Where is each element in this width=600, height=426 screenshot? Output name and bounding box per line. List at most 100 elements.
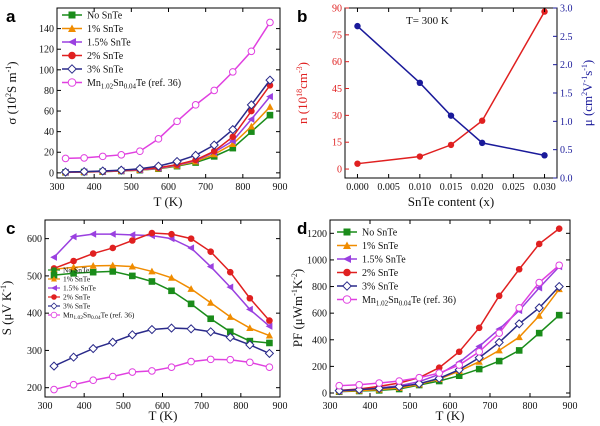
data-point-2-snte	[168, 230, 175, 238]
data-point-1-snte	[226, 313, 234, 320]
y-tick-label: 0	[49, 168, 54, 179]
data-point-3-snte	[49, 361, 59, 371]
ticks-d: 300 400 500 600 700 800 900 0 200 400 600 800 1000 12…	[307, 220, 578, 412]
data-point-3-snte	[534, 303, 544, 313]
x-tick-label: 400	[77, 401, 92, 412]
data-point-1-5-snte	[265, 322, 273, 330]
data-point-1-5-snte	[206, 262, 214, 271]
x-tick-label: 900	[273, 182, 288, 193]
legend-item-no-snte: No SnTe	[48, 266, 90, 275]
data-point-n	[354, 160, 361, 167]
data-point-mn1-02sn0-04te-ref-36	[415, 373, 424, 382]
y-tick-label-left: 0	[337, 165, 342, 176]
y-tick-label: 800	[312, 282, 327, 293]
data-point-3-snte	[228, 124, 238, 135]
data-point-2-snte	[70, 257, 77, 265]
series-line-1-5-snte	[65, 96, 271, 173]
data-point-1-snte	[266, 103, 274, 110]
data-point-no-snte	[535, 329, 543, 337]
x-tick-label: 0.025	[502, 182, 525, 193]
series-group-a	[60, 18, 275, 177]
data-point-2-snte	[555, 225, 563, 232]
data-point-1-5-snte	[187, 244, 195, 252]
legend-item-no-snte: No SnTe	[337, 228, 398, 239]
x-tick-label: 800	[235, 182, 250, 193]
data-point-1-snte	[187, 285, 195, 292]
series-group-b	[354, 8, 548, 167]
data-point-mn1-02sn0-04te-ref-36	[246, 358, 254, 367]
data-point-3-snte	[225, 332, 235, 343]
data-point-2-snte	[129, 237, 136, 244]
series-line-2-snte	[339, 228, 560, 392]
data-point-3-snte	[245, 340, 255, 350]
series-line-1-snte	[53, 264, 270, 337]
y-tick-label: 600	[27, 234, 42, 245]
y-tick-label: 40	[44, 127, 54, 138]
x-tick-label: 500	[403, 401, 418, 412]
x-tick-label: 700	[198, 182, 213, 193]
data-point-3-snte	[394, 381, 404, 392]
legend-item-3pct-snte: 3% SnTe	[62, 64, 124, 76]
data-point-3-snte	[68, 352, 79, 362]
y-tick-label: 120	[39, 45, 54, 56]
y-tick-label-right: 0.5	[560, 145, 573, 156]
data-point-mn1-02sn0-04te-ref-36	[89, 376, 97, 385]
data-point-2-snte	[246, 294, 254, 302]
data-point-3-snte	[264, 348, 275, 359]
x-tick-label: 0.015	[440, 182, 463, 193]
y-tick-label: 1000	[307, 255, 327, 266]
data-point-1-snte	[265, 331, 274, 339]
x-tick-label: 0.010	[409, 182, 432, 193]
data-point-mn1-02sn0-04te-ref-36	[173, 117, 181, 126]
x-tick-label: 0.030	[533, 182, 556, 193]
ylabel-b-left: n (1018cm-3)	[295, 62, 310, 124]
data-point-	[416, 79, 424, 87]
data-point-1-snte	[229, 140, 237, 147]
ticks-a: 300 400 500 600 700 800 900 0 20 40 60 80 100 120 140	[39, 8, 288, 193]
y-tick-label: 500	[27, 271, 42, 282]
y-tick-label: 600	[312, 309, 327, 320]
data-point-2-snte	[266, 317, 273, 324]
ylabel-d: PF (μWm-1K-2)	[290, 269, 305, 347]
data-point-3-snte	[172, 156, 182, 167]
data-point-mn1-02sn0-04te-ref-36	[206, 355, 215, 364]
ticks-b: 0.000 0.005 0.010 0.015 0.020 0.025 0.030 0 15 30…	[332, 4, 573, 194]
data-point-1-snte	[109, 261, 117, 269]
legend-item-3pct-snte: 3% SnTe	[48, 302, 91, 311]
y-tick-label-left: 60	[332, 57, 342, 68]
data-point-mn1-02sn0-04te-ref-36	[50, 385, 58, 394]
series-line-mn1-02sn0-04te-ref-36	[53, 358, 270, 391]
legend-item-3pct-snte: 3% SnTe	[337, 281, 399, 293]
data-point-mn1-02sn0-04te-ref-36	[226, 355, 235, 364]
data-point-2-snte	[266, 81, 274, 89]
data-point-no-snte	[515, 347, 523, 354]
legend-item-1p5pct-snte: 1.5% SnTe	[48, 284, 96, 293]
x-tick-label: 500	[116, 401, 131, 412]
data-point-no-snte	[495, 357, 503, 365]
legend-item-2pct-snte: 2% SnTe	[62, 51, 124, 62]
data-point-mn1-02sn0-04te-ref-36	[69, 380, 78, 389]
svg-text:1.5% SnTe: 1.5% SnTe	[63, 284, 96, 293]
data-point-3-snte	[127, 330, 138, 340]
data-point-no-snte	[168, 287, 175, 295]
data-point-no-snte	[455, 372, 463, 380]
series-line-3-snte	[65, 79, 271, 173]
data-point-3-snte	[60, 167, 71, 177]
x-tick-label: 0.005	[377, 182, 400, 193]
data-point-no-snte	[89, 268, 97, 276]
y-tick-label-right: 0.0	[560, 174, 573, 185]
legend-item-2pct-snte: 2% SnTe	[48, 293, 91, 302]
svg-text:3% SnTe: 3% SnTe	[362, 282, 399, 293]
data-point-mn1-02sn0-04te-ref-36	[515, 304, 524, 312]
data-point-no-snte	[266, 111, 274, 119]
data-point-mn1-02sn0-04te-ref-36	[355, 380, 364, 389]
y-tick-label-left: 90	[332, 4, 342, 15]
data-point-no-snte	[226, 328, 234, 336]
data-point-1-5-snte	[266, 92, 273, 101]
data-point-3-snte	[190, 150, 201, 161]
data-point-no-snte	[148, 278, 156, 285]
data-point-3-snte	[494, 337, 504, 348]
data-point-1-snte	[167, 273, 176, 281]
y-tick-label: 400	[312, 335, 327, 346]
svg-text:2% SnTe: 2% SnTe	[63, 293, 91, 302]
